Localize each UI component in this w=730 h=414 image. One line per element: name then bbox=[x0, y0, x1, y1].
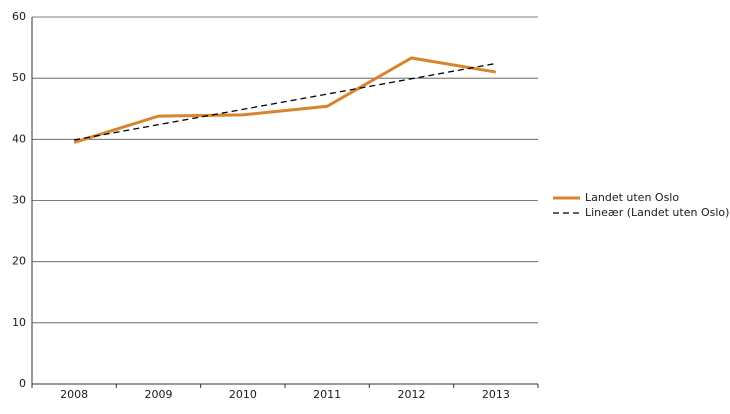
x-tick-label: 2013 bbox=[482, 388, 510, 401]
y-tick-label: 30 bbox=[12, 194, 26, 207]
x-tick-label: 2012 bbox=[398, 388, 426, 401]
x-tick-label: 2008 bbox=[60, 388, 88, 401]
y-tick-label: 0 bbox=[19, 377, 26, 390]
line bbox=[74, 62, 496, 141]
legend-label: Lineær (Landet uten Oslo) bbox=[585, 206, 729, 219]
legend-label: Landet uten Oslo bbox=[585, 191, 679, 204]
x-tick-label: 2009 bbox=[145, 388, 173, 401]
x-tick-label: 2010 bbox=[229, 388, 257, 401]
y-tick-label: 20 bbox=[12, 255, 26, 268]
line bbox=[73, 56, 497, 144]
y-tick-label: 60 bbox=[12, 10, 26, 23]
y-tick-label: 10 bbox=[12, 316, 26, 329]
x-tick-label: 2011 bbox=[313, 388, 341, 401]
y-tick-label: 40 bbox=[12, 132, 26, 145]
y-tick-label: 50 bbox=[12, 71, 26, 84]
